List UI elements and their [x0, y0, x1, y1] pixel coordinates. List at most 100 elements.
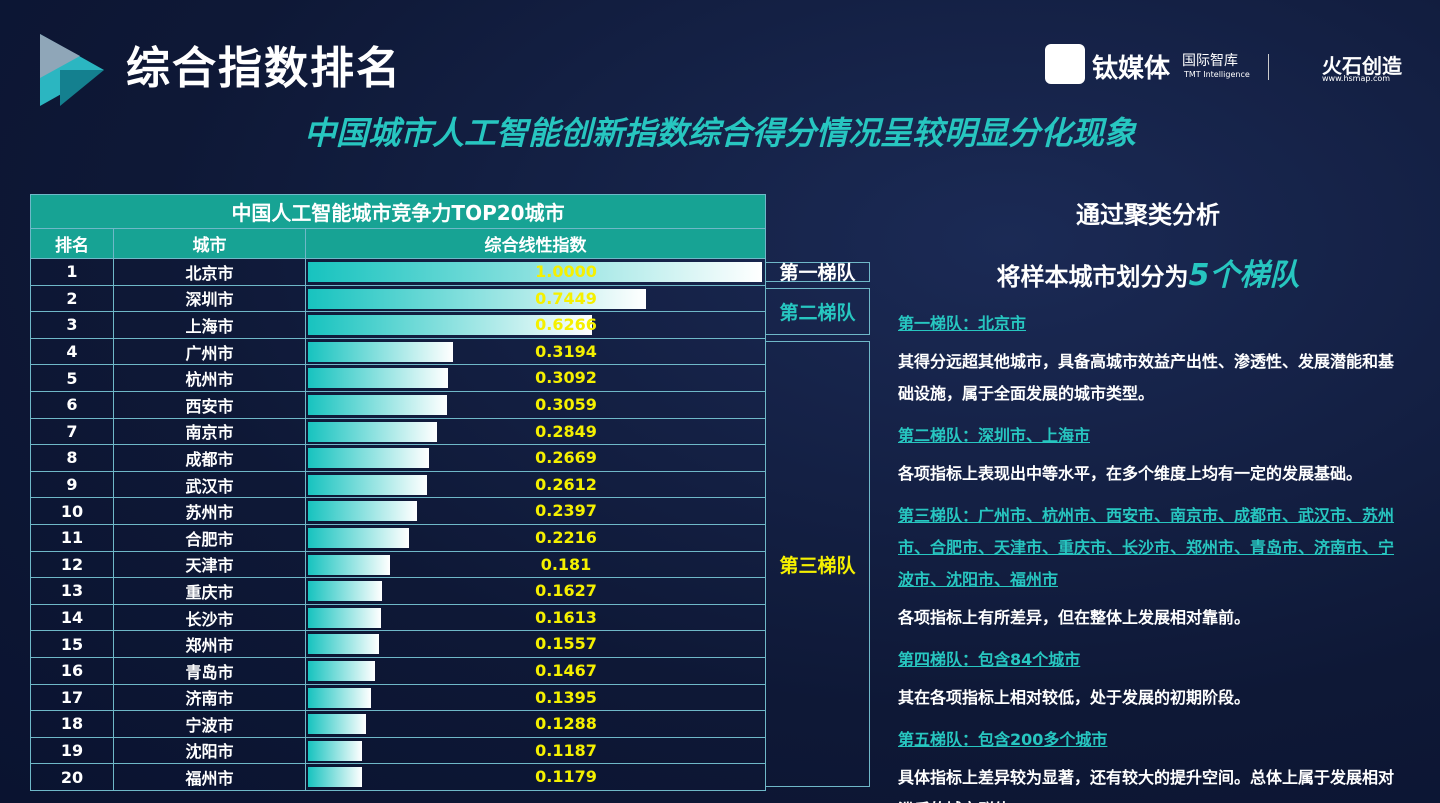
city-cell: 西安市 — [113, 390, 306, 419]
index-value: 0.1467 — [535, 660, 597, 680]
logo-mark — [1045, 44, 1085, 84]
table-row: 6 西安市 0.3059 — [30, 390, 767, 419]
city-cell: 上海市 — [113, 311, 306, 339]
bar — [308, 501, 417, 522]
bar — [308, 527, 409, 548]
rank-cell: 20 — [30, 763, 114, 791]
index-value: 0.1179 — [535, 767, 597, 787]
rank-cell: 15 — [30, 630, 114, 658]
bar — [308, 341, 453, 362]
city-cell: 天津市 — [113, 550, 306, 579]
tier-label: 第一梯队 — [765, 261, 870, 284]
index-cell: 0.1187 — [304, 736, 767, 765]
index-value: 0.7449 — [535, 288, 597, 308]
bar — [308, 394, 447, 415]
section-heading: 第二梯队：深圳市、上海市 — [898, 426, 1091, 445]
index-value: 0.1288 — [535, 714, 597, 734]
table-row: 9 武汉市 0.2612 — [30, 470, 767, 499]
city-cell: 武汉市 — [113, 470, 306, 499]
panel-line: 通过聚类分析 — [1076, 201, 1220, 229]
city-cell: 长沙市 — [113, 603, 306, 632]
rank-cell: 9 — [30, 470, 114, 499]
column-header: 城市 — [113, 228, 306, 259]
rank-cell: 16 — [30, 656, 114, 685]
index-cell: 0.2397 — [304, 497, 767, 525]
rank-cell: 14 — [30, 603, 114, 632]
bar — [308, 740, 362, 761]
bar — [308, 767, 362, 788]
table-row: 13 重庆市 0.1627 — [30, 577, 767, 605]
section-heading: 第四梯队：包含84个城市 — [898, 650, 1081, 669]
section-text: 各项指标上表现出中等水平，在多个维度上均有一定的发展基础。 — [898, 464, 1363, 483]
rank-cell: 2 — [30, 284, 114, 313]
rank-cell: 5 — [30, 364, 114, 392]
index-cell: 0.3059 — [304, 390, 767, 419]
table-row: 10 苏州市 0.2397 — [30, 497, 767, 525]
index-cell: 0.2669 — [304, 444, 767, 472]
index-cell: 0.3092 — [304, 364, 767, 392]
section-text: 各项指标上有所差异，但在整体上发展相对靠前。 — [898, 608, 1251, 627]
table-title: 中国人工智能城市竞争力TOP20城市 — [29, 194, 767, 229]
table-row: 15 郑州市 0.1557 — [30, 630, 767, 658]
bar — [308, 687, 372, 708]
table-row: 4 广州市 0.3194 — [30, 337, 767, 366]
index-value: 0.2669 — [535, 448, 597, 468]
table-row: 2 深圳市 0.7449 — [30, 284, 767, 313]
rank-cell: 1 — [30, 258, 114, 286]
table-row: 11 合肥市 0.2216 — [30, 523, 767, 552]
city-cell: 苏州市 — [113, 497, 306, 525]
table-row: 5 杭州市 0.3092 — [30, 364, 767, 392]
city-cell: 成都市 — [113, 444, 306, 472]
subtitle: 中国城市人工智能创新指数综合得分情况呈较明显分化现象 — [303, 114, 1136, 152]
city-cell: 青岛市 — [113, 656, 306, 685]
index-cell: 0.1613 — [304, 603, 767, 632]
table-row: 20 福州市 0.1179 — [30, 763, 767, 791]
bar — [308, 315, 593, 336]
rank-cell: 8 — [30, 444, 114, 472]
index-value: 0.1613 — [535, 607, 597, 627]
table-row: 18 宁波市 0.1288 — [30, 710, 767, 738]
logo-icon — [40, 34, 104, 106]
section-text: 具体指标上差异较为显著，还有较大的提升空间。总体上属于发展相对滞后的城市群体。 — [898, 768, 1395, 803]
index-cell: 0.1467 — [304, 656, 767, 685]
city-cell: 宁波市 — [113, 710, 306, 738]
city-cell: 北京市 — [113, 258, 306, 286]
city-cell: 福州市 — [113, 763, 306, 791]
index-cell: 1.0000 — [304, 258, 767, 286]
rank-cell: 11 — [30, 523, 114, 552]
bar — [308, 448, 430, 469]
logo-sub: 国际智库 — [1182, 53, 1238, 69]
index-value: 0.3059 — [535, 394, 597, 414]
table-row: 8 成都市 0.2669 — [30, 444, 767, 472]
section: 第二梯队：深圳市、上海市各项指标上表现出中等水平，在多个维度上均有一定的发展基础… — [898, 420, 1398, 490]
info-panel: 通过聚类分析 将样本城市划分为5个梯队 第一梯队：北京市 其得分远超其他城市，具备… — [898, 195, 1398, 803]
table-row: 16 青岛市 0.1467 — [30, 656, 767, 685]
city-cell: 深圳市 — [113, 284, 306, 313]
index-value: 0.1187 — [535, 740, 597, 760]
bar — [308, 660, 375, 681]
index-cell: 0.2216 — [304, 523, 767, 552]
section: 第五梯队：包含200多个城市 具体指标上差异较为显著，还有较大的提升空间。总体上属… — [898, 724, 1398, 803]
city-cell: 济南市 — [113, 683, 306, 712]
city-cell: 沈阳市 — [113, 736, 306, 765]
rank-cell: 3 — [30, 311, 114, 339]
slide-title: 综合指数排名 — [126, 43, 402, 94]
index-value: 0.1557 — [535, 634, 597, 654]
logo-text: 火石创造 — [1322, 54, 1402, 78]
logo-en: TMT Intelligence — [1184, 70, 1250, 79]
column-header: 综合线性指数 — [304, 228, 767, 259]
bar — [308, 607, 382, 628]
section-text: 其在各项指标上相对较低，处于发展的初期阶段。 — [898, 688, 1251, 707]
index-value: 0.2397 — [535, 501, 597, 521]
index-cell: 0.6266 — [304, 311, 767, 339]
section: 第四梯队：包含84个城市其在各项指标上相对较低，处于发展的初期阶段。 — [898, 644, 1398, 714]
index-cell: 0.2849 — [304, 417, 767, 446]
table-row: 12 天津市 0.181 — [30, 550, 767, 579]
rank-cell: 6 — [30, 390, 114, 419]
index-value: 0.6266 — [535, 315, 597, 335]
section-text: 其得分远超其他城市，具备高城市效益产出性、渗透性、发展潜能和基础设施，属于全面发… — [898, 352, 1395, 403]
section: 第一梯队：北京市 其得分远超其他城市，具备高城市效益产出性、渗透性、发展潜能和基础… — [898, 308, 1398, 410]
ranking-table: 中国人工智能城市竞争力TOP20城市 排名 城市 综合线性指数 1 北京市 1.00… — [29, 194, 767, 791]
index-value: 0.2216 — [535, 527, 597, 547]
highlight: 5个梯队 — [1188, 258, 1300, 293]
